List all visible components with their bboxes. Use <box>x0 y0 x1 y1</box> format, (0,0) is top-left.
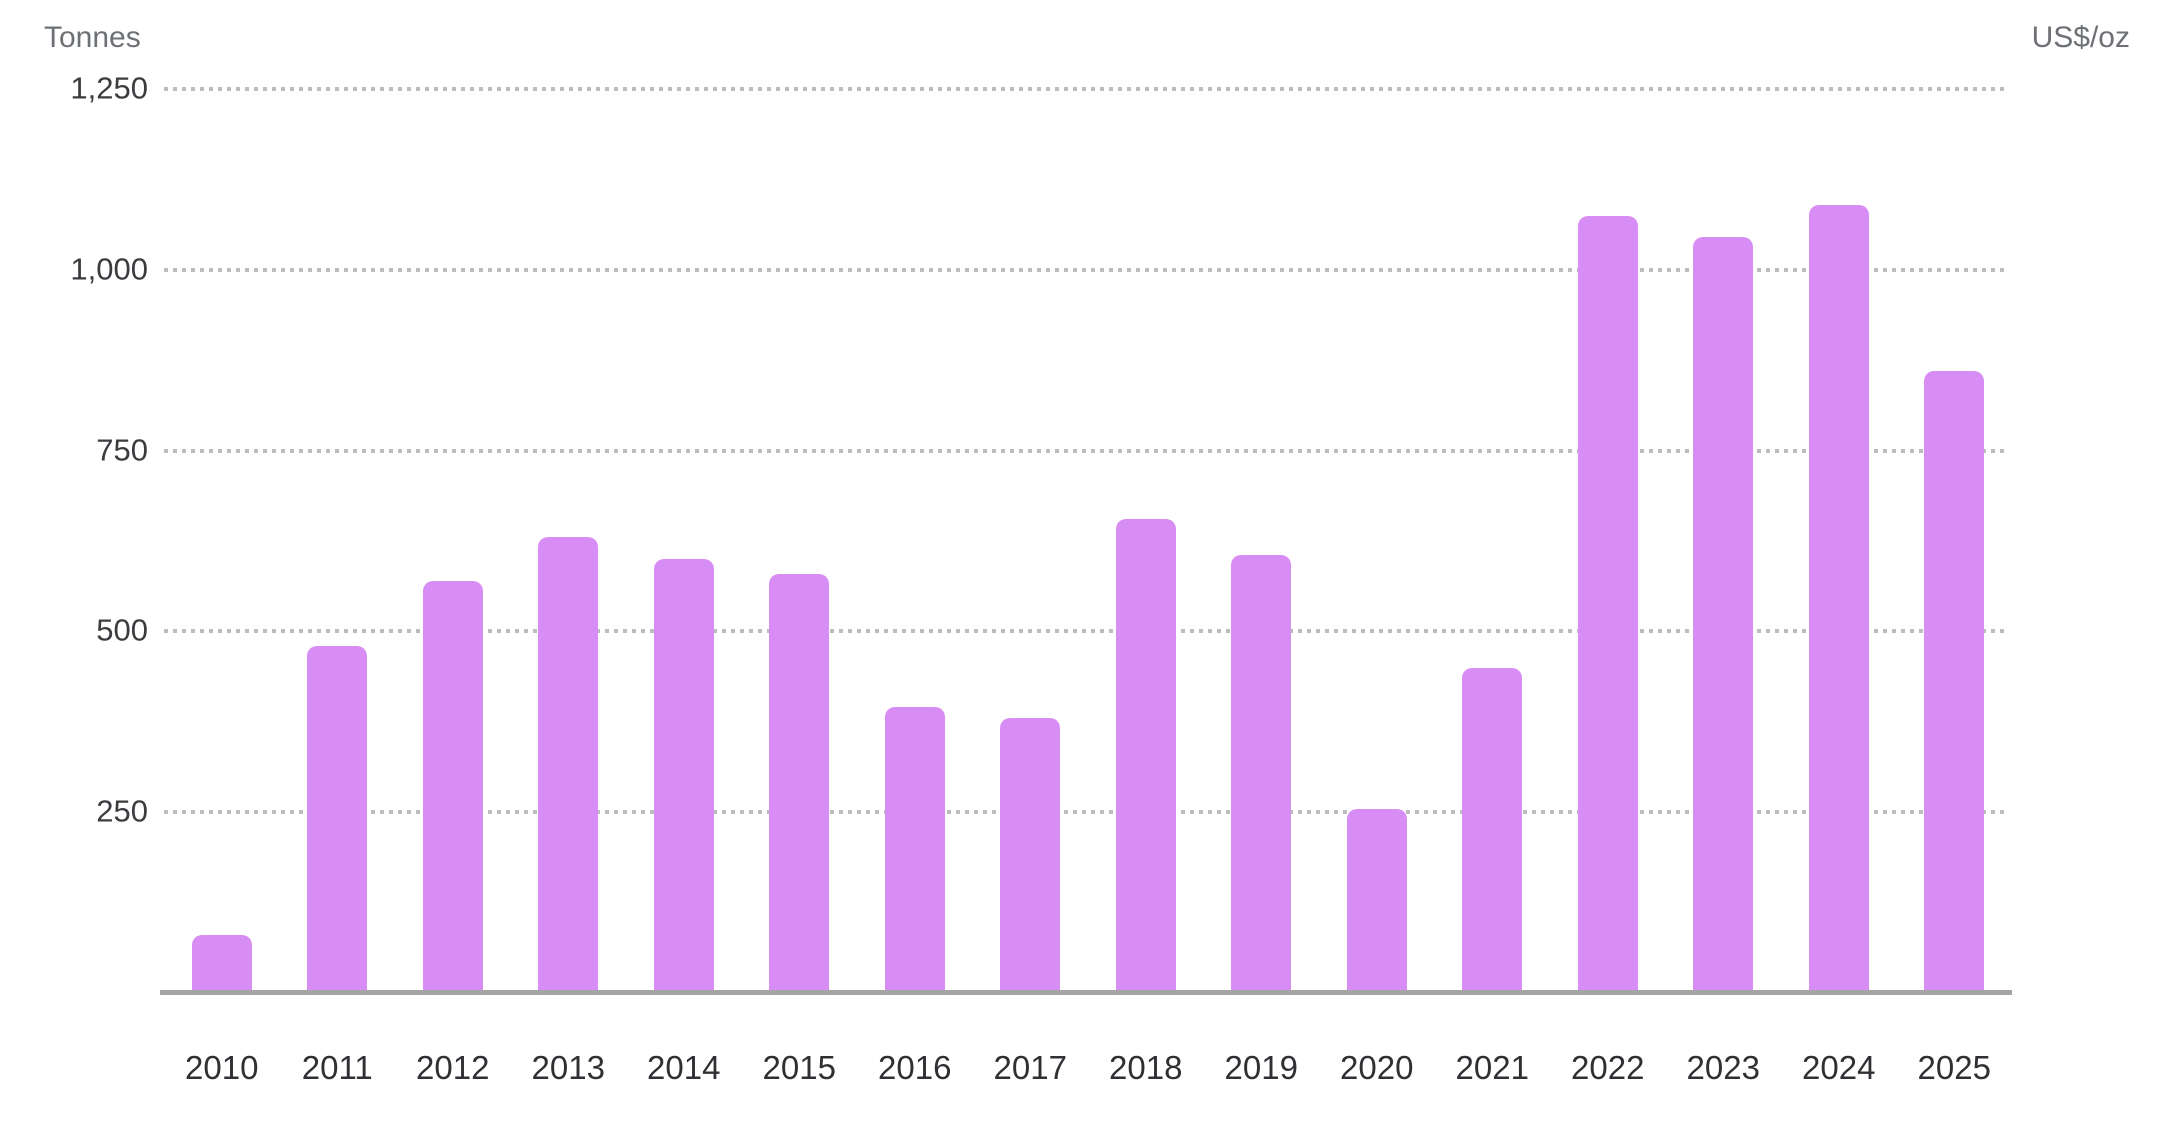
x-tick-label: 2012 <box>416 1049 490 1086</box>
left-axis-title: Tonnes <box>44 21 141 54</box>
bar-2022[interactable] <box>1577 215 1638 993</box>
x-tick-label: 2020 <box>1340 1049 1414 1086</box>
bar-2016[interactable] <box>884 707 945 993</box>
gridline <box>164 629 2006 634</box>
y-tick-label: 250 <box>96 793 148 829</box>
bar-2021[interactable] <box>1462 667 1523 993</box>
x-tick-label: 2023 <box>1686 1049 1760 1086</box>
bar-2018[interactable] <box>1115 519 1176 993</box>
x-axis-line <box>160 990 2012 995</box>
right-axis-title: US$/oz <box>2031 21 2130 54</box>
y-tick-label: 500 <box>96 612 148 648</box>
x-tick-label: 2025 <box>1917 1049 1991 1086</box>
gridline <box>164 267 2006 272</box>
y-tick-label: 1,000 <box>70 251 148 287</box>
x-tick-label: 2019 <box>1224 1049 1298 1086</box>
x-tick-label: 2024 <box>1802 1049 1876 1086</box>
bar-2015[interactable] <box>769 573 830 993</box>
bar-series <box>164 60 2012 993</box>
x-axis-labels: 2010 2011 2012 2013 2014 2015 2016 2017 2018 2019… <box>164 1048 2012 1088</box>
gridline <box>164 810 2006 815</box>
bar-2024[interactable] <box>1808 204 1869 993</box>
y-axis-labels: 250 500 750 1,000 1,250 <box>0 60 148 993</box>
bar-2017[interactable] <box>1000 718 1061 993</box>
bar-2019[interactable] <box>1231 555 1292 993</box>
y-tick-label: 750 <box>96 431 148 467</box>
y-tick-label: 1,250 <box>70 70 148 106</box>
x-tick-label: 2016 <box>878 1049 952 1086</box>
bar-2020[interactable] <box>1346 808 1407 993</box>
x-tick-label: 2021 <box>1455 1049 1529 1086</box>
bar-2023[interactable] <box>1693 237 1754 993</box>
bar-2014[interactable] <box>653 559 714 993</box>
x-tick-label: 2015 <box>762 1049 836 1086</box>
bar-2011[interactable] <box>307 645 368 993</box>
bar-2012[interactable] <box>422 580 483 993</box>
bar-2025[interactable] <box>1924 371 1985 993</box>
bar-2010[interactable] <box>191 935 252 993</box>
plot-area <box>160 60 2012 995</box>
x-tick-label: 2010 <box>185 1049 259 1086</box>
bar-2013[interactable] <box>538 537 599 993</box>
x-tick-label: 2014 <box>647 1049 721 1086</box>
x-tick-label: 2011 <box>301 1049 373 1086</box>
x-tick-label: 2018 <box>1109 1049 1183 1086</box>
x-tick-label: 2013 <box>531 1049 605 1086</box>
x-tick-label: 2017 <box>993 1049 1067 1086</box>
gridline <box>164 86 2006 91</box>
x-tick-label: 2022 <box>1571 1049 1645 1086</box>
gridline <box>164 448 2006 453</box>
